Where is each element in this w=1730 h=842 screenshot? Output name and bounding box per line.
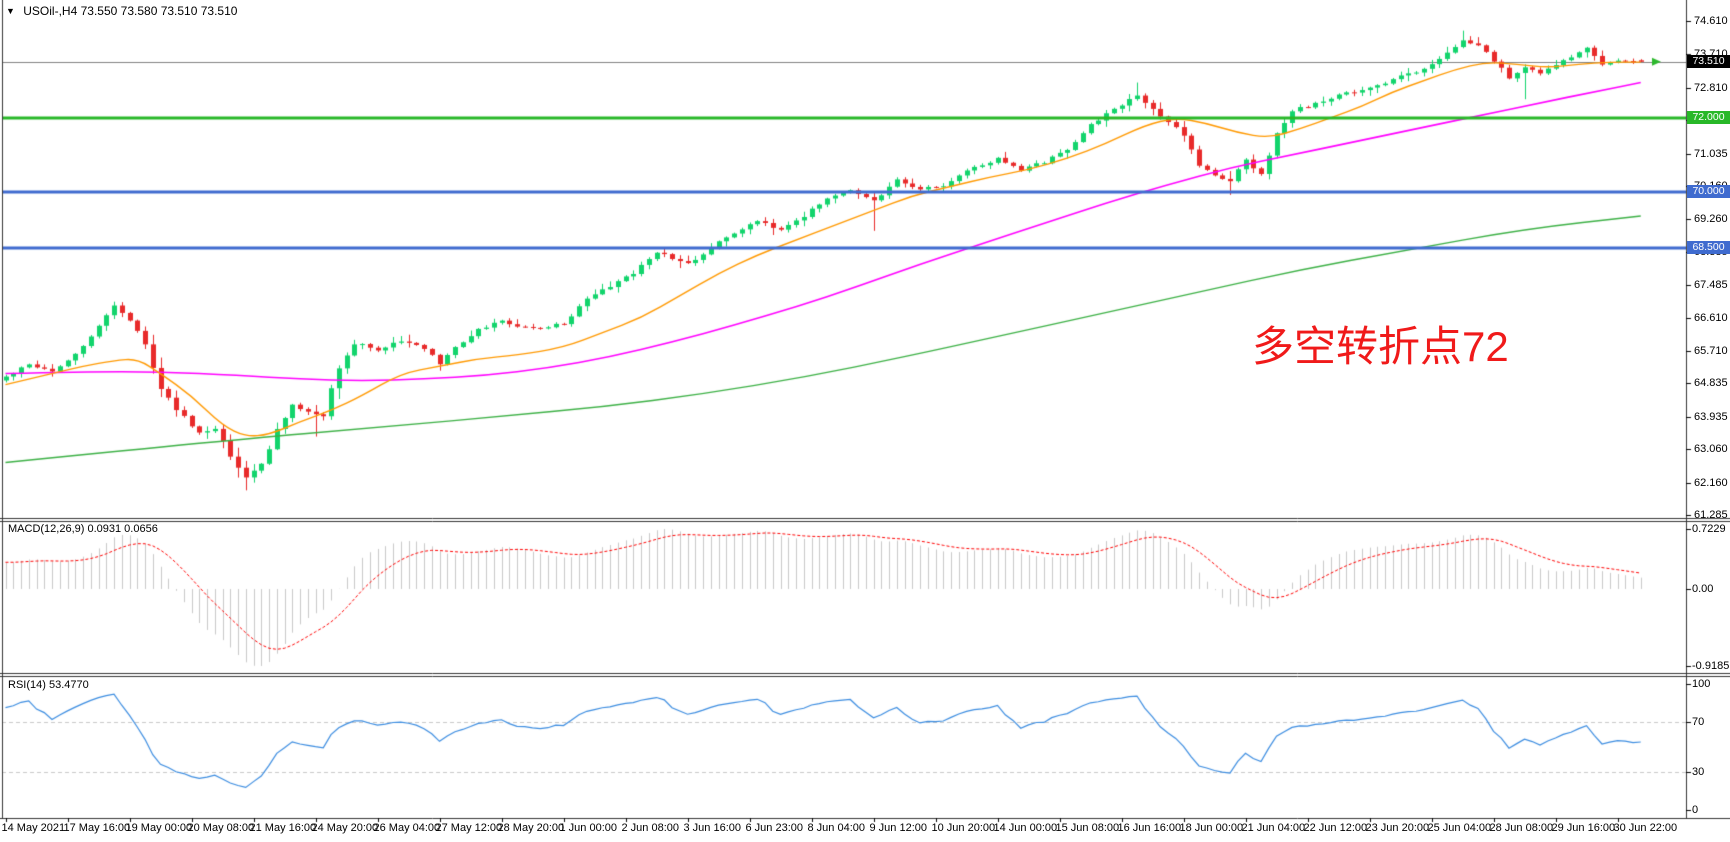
chart-canvas[interactable] xyxy=(0,0,1730,842)
chart-window: ▼ USOil-,H4 73.550 73.580 73.510 73.510 … xyxy=(0,0,1730,842)
